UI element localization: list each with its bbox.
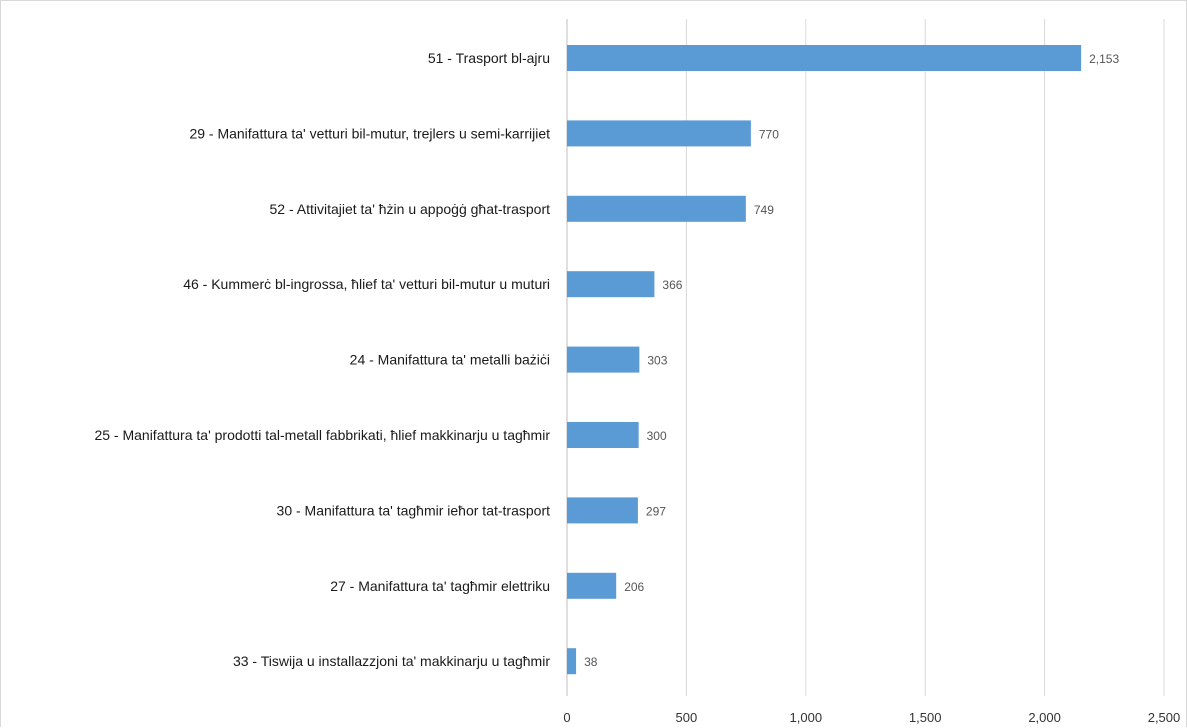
category-label: 46 - Kummerċ bl-ingrossa, ħlief ta' vett… <box>183 276 550 292</box>
category-label: 51 - Trasport bl-ajru <box>428 50 550 66</box>
bar <box>567 120 751 147</box>
x-tick-label: 2,000 <box>1028 710 1061 725</box>
bar <box>567 648 577 675</box>
bar <box>567 497 638 524</box>
data-label: 206 <box>624 580 644 594</box>
x-tick-label: 1,000 <box>790 710 823 725</box>
bar <box>567 195 746 222</box>
category-label: 24 - Manifattura ta' metalli bażiċi <box>350 352 550 368</box>
data-label: 38 <box>584 655 598 669</box>
data-label: 366 <box>662 278 682 292</box>
data-label: 300 <box>647 429 667 443</box>
bar <box>567 271 655 298</box>
category-label: 52 - Attivitajiet ta' ħżin u appoġġ għat… <box>269 201 550 217</box>
x-tick-label: 2,500 <box>1148 710 1181 725</box>
category-label: 27 - Manifattura ta' tagħmir elettriku <box>330 578 550 594</box>
category-label: 30 - Manifattura ta' tagħmir ieħor tat-t… <box>277 502 551 518</box>
bar <box>567 422 639 448</box>
bar <box>567 572 617 599</box>
bar <box>567 346 640 373</box>
data-label: 749 <box>754 203 774 217</box>
x-tick-label: 1,500 <box>909 710 942 725</box>
x-tick-label: 0 <box>563 710 570 725</box>
x-tick-label: 500 <box>676 710 698 725</box>
data-label: 2,153 <box>1089 52 1119 66</box>
category-label: 29 - Manifattura ta' vetturi bil-mutur, … <box>189 125 550 141</box>
category-label: 25 - Manifattura ta' prodotti tal-metall… <box>94 427 550 443</box>
data-label: 770 <box>759 127 779 141</box>
category-label: 33 - Tiswija u installazzjoni ta' makkin… <box>233 653 550 669</box>
bar <box>567 45 1082 71</box>
data-label: 297 <box>646 504 666 518</box>
data-label: 303 <box>647 354 667 368</box>
